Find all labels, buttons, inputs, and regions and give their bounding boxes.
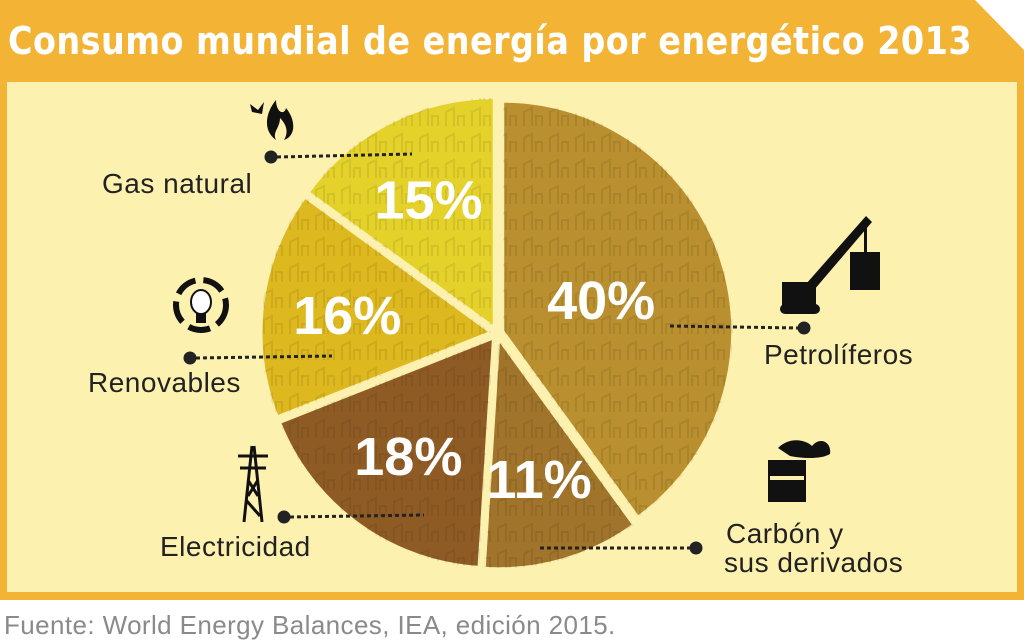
petroliferos-leader-line — [669, 324, 799, 330]
label-carbon-line1: Carbón y — [726, 518, 844, 549]
value-label-electricidad: 18% — [354, 427, 462, 487]
pie-slice-texture-petroliferos — [502, 101, 733, 518]
label-electricidad: Electricidad — [160, 531, 311, 562]
value-label-petroliferos: 40% — [547, 271, 655, 331]
value-label-carbon: 11% — [487, 450, 592, 510]
gas-leader-line — [276, 152, 413, 159]
pie-slice-texture-renovables — [261, 197, 492, 417]
label-carbon-line2: sus derivados — [724, 547, 904, 578]
renovables-leader-line — [195, 354, 333, 360]
label-petroliferos: Petrolíferos — [764, 339, 914, 370]
pie-slice-texture-electricidad — [279, 337, 494, 568]
header-banner — [0, 0, 1024, 82]
source-note: Fuente: World Energy Balances, IEA, edic… — [4, 610, 616, 640]
label-gas-natural: Gas natural — [102, 168, 253, 199]
value-label-renovables: 16% — [293, 286, 401, 346]
electricidad-leader-line — [289, 513, 425, 519]
label-renovables: Renovables — [88, 367, 241, 398]
pie-slice-texture-carbon — [484, 338, 634, 569]
chart-title: Consumo mundial de energía por energétic… — [8, 19, 973, 63]
value-label-gas-natural: 15% — [374, 171, 482, 231]
